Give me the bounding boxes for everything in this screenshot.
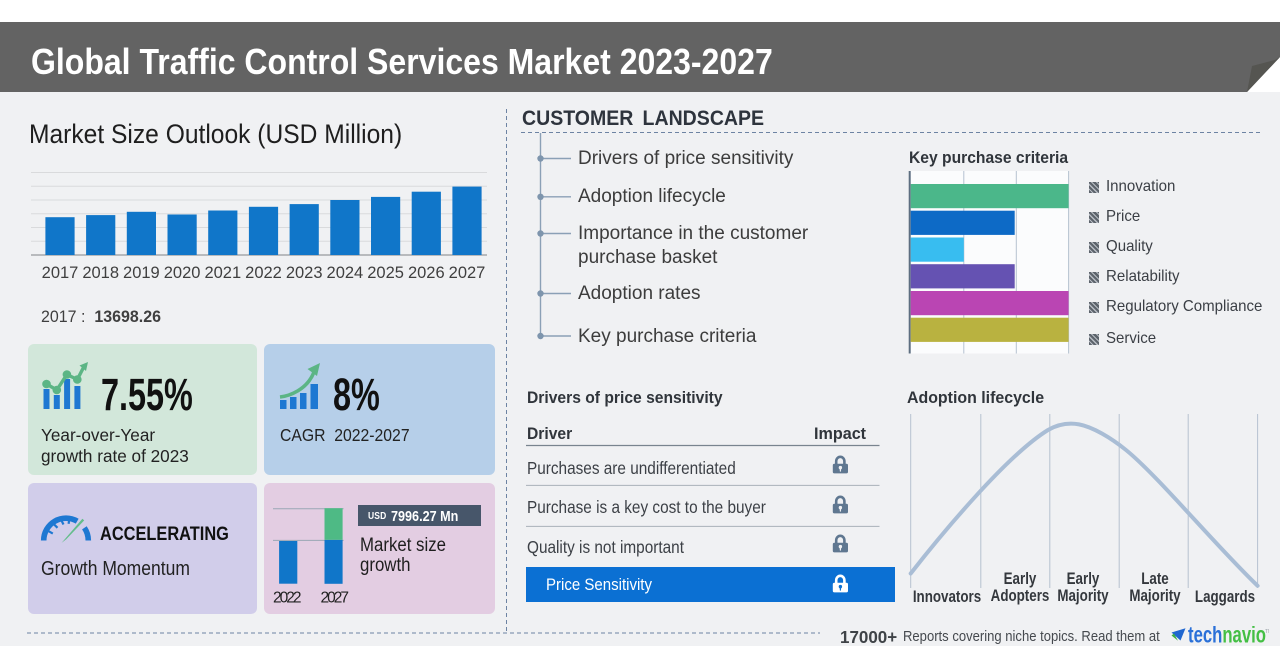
svg-text:TM: TM	[1265, 629, 1269, 635]
svg-text:technavio: technavio	[1188, 626, 1266, 646]
svg-text:2027: 2027	[449, 264, 486, 282]
svg-text:2022: 2022	[245, 264, 282, 282]
svg-text:2021: 2021	[204, 264, 241, 282]
svg-text:2022: 2022	[273, 590, 302, 607]
svg-text:2026: 2026	[408, 264, 445, 282]
svg-text:2027: 2027	[321, 590, 350, 607]
svg-text:2025: 2025	[367, 264, 404, 282]
svg-text:2019: 2019	[123, 264, 160, 282]
svg-text:2023: 2023	[286, 264, 323, 282]
svg-text:2020: 2020	[164, 264, 201, 282]
svg-text:2017: 2017	[42, 264, 79, 282]
svg-text:2018: 2018	[82, 264, 119, 282]
svg-text:2024: 2024	[327, 264, 364, 282]
